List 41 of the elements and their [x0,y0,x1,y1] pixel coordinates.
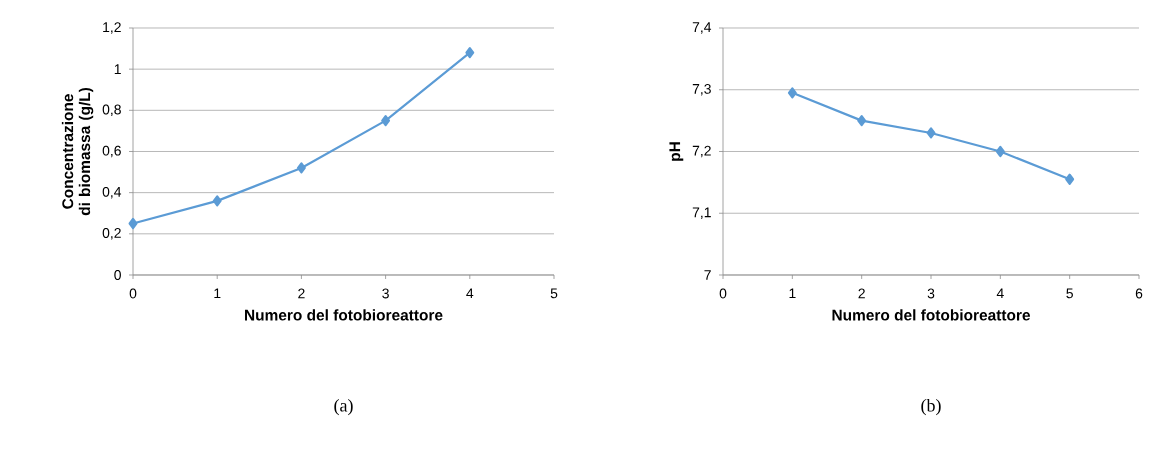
y-tick-label: 1 [114,64,121,74]
point [1065,173,1075,185]
x-tick-label: 4 [996,288,1004,299]
x-tick-label: 4 [466,288,474,299]
x-tick-label: 0 [719,288,727,299]
x-tick-label: 5 [1066,288,1073,299]
text: (b) [921,398,941,416]
y-tick-label: 1,2 [103,22,121,34]
x-tick-label: 1 [789,288,796,299]
x-axis-title: Numero del fotobioreattore [245,309,443,321]
x-tick-label: 6 [1135,288,1143,299]
point [465,47,475,59]
point [212,195,222,207]
y-tick-label: 7,2 [692,145,711,158]
x-axis-title: Numero del fotobioreattore [832,309,1030,321]
point [995,145,1005,158]
point [787,87,797,99]
point [381,115,391,127]
x-tick-label: 5 [550,288,558,299]
y-tick-label: 7 [704,270,711,280]
x-tick-label: 2 [298,288,305,299]
x-tick-label: 1 [214,288,221,299]
y-tick-label: 7,4 [692,22,712,34]
point [857,115,867,127]
x-tick-label: 0 [129,288,137,299]
y-tick-label: 7,3 [692,83,711,96]
y-tick-label: 0,4 [102,186,122,199]
y-tick-label: 0,6 [102,145,121,158]
y-tick-label: 0,2 [102,228,121,240]
text: (a) [334,398,353,416]
y-tick-label: 0 [114,270,121,280]
y-axis-title: Concentrazione di biomassa (g/L) [61,87,94,216]
y-tick-label: 7,1 [692,207,711,219]
point [296,162,306,174]
point [926,127,936,139]
x-tick-label: 3 [382,288,389,299]
x-tick-label: 3 [927,288,935,299]
x-tick-label: 2 [858,288,865,299]
point [128,217,138,230]
y-tick-label: 0,8 [102,104,121,117]
y-axis-title: pH [669,142,684,161]
